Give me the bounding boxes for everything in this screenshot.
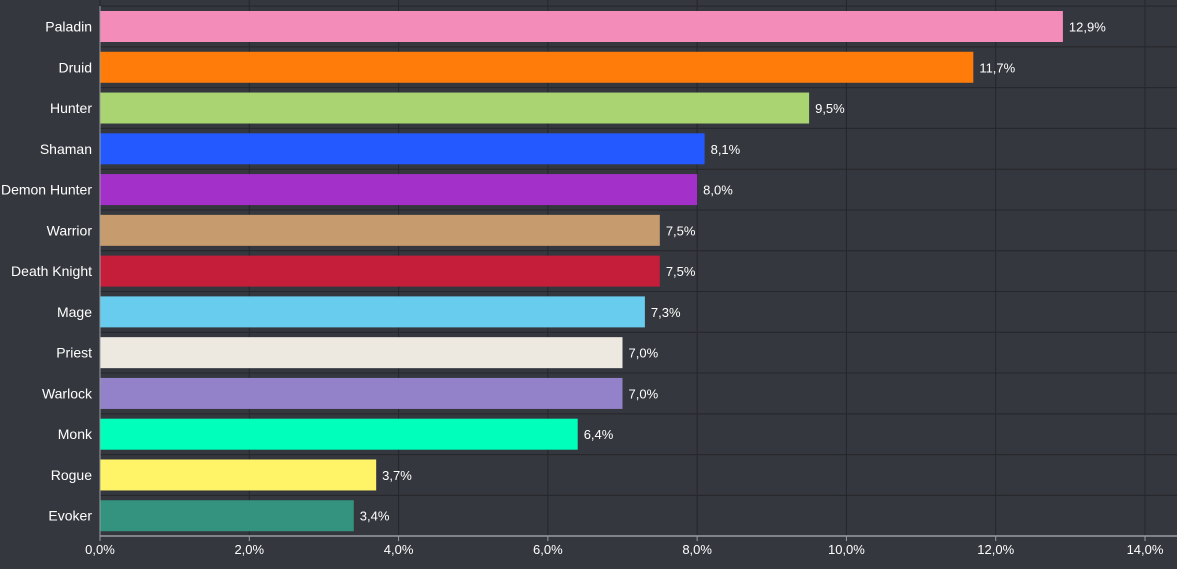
bar-warlock bbox=[100, 377, 623, 409]
value-label: 3,4% bbox=[360, 509, 390, 524]
x-tick-label: 12,0% bbox=[977, 542, 1014, 557]
bar-mage bbox=[100, 296, 645, 328]
category-label: Paladin bbox=[45, 19, 92, 35]
category-label: Demon Hunter bbox=[1, 182, 92, 198]
value-label: 8,1% bbox=[711, 142, 741, 157]
value-label: 8,0% bbox=[703, 183, 733, 198]
value-label: 7,5% bbox=[666, 223, 696, 238]
category-label: Hunter bbox=[50, 100, 92, 116]
bar-warrior bbox=[100, 214, 660, 246]
category-label: Mage bbox=[57, 304, 92, 320]
bar-hunter bbox=[100, 92, 810, 124]
value-label: 9,5% bbox=[815, 101, 845, 116]
category-label: Druid bbox=[59, 59, 92, 75]
x-tick-label: 0,0% bbox=[85, 542, 115, 557]
value-label: 12,9% bbox=[1069, 20, 1106, 35]
value-label: 6,4% bbox=[584, 427, 614, 442]
value-label: 11,7% bbox=[979, 60, 1015, 75]
bar-shaman bbox=[100, 133, 705, 165]
bar-death-knight bbox=[100, 255, 660, 287]
x-tick-label: 14,0% bbox=[1127, 542, 1164, 557]
bar-rogue bbox=[100, 459, 377, 491]
bar-priest bbox=[100, 337, 623, 369]
x-tick-label: 2,0% bbox=[234, 542, 264, 557]
bar-evoker bbox=[100, 500, 354, 532]
value-label: 7,3% bbox=[651, 305, 681, 320]
bar-druid bbox=[100, 51, 974, 83]
category-label: Shaman bbox=[40, 141, 92, 157]
value-label: 7,5% bbox=[666, 264, 696, 279]
x-tick-label: 4,0% bbox=[384, 542, 414, 557]
category-label: Warrior bbox=[47, 222, 93, 238]
category-label: Monk bbox=[58, 426, 93, 442]
category-label: Evoker bbox=[48, 508, 92, 524]
bar-demon-hunter bbox=[100, 174, 698, 206]
category-label: Warlock bbox=[42, 385, 93, 401]
category-label: Death Knight bbox=[11, 263, 92, 279]
bar-paladin bbox=[100, 11, 1063, 42]
value-label: 3,7% bbox=[382, 468, 412, 483]
x-tick-label: 10,0% bbox=[828, 542, 865, 557]
value-label: 7,0% bbox=[629, 386, 659, 401]
bar-monk bbox=[100, 418, 578, 450]
x-tick-label: 6,0% bbox=[533, 542, 563, 557]
value-label: 7,0% bbox=[629, 346, 659, 361]
category-label: Rogue bbox=[51, 467, 92, 483]
category-label: Priest bbox=[56, 345, 92, 361]
x-tick-label: 8,0% bbox=[682, 542, 712, 557]
